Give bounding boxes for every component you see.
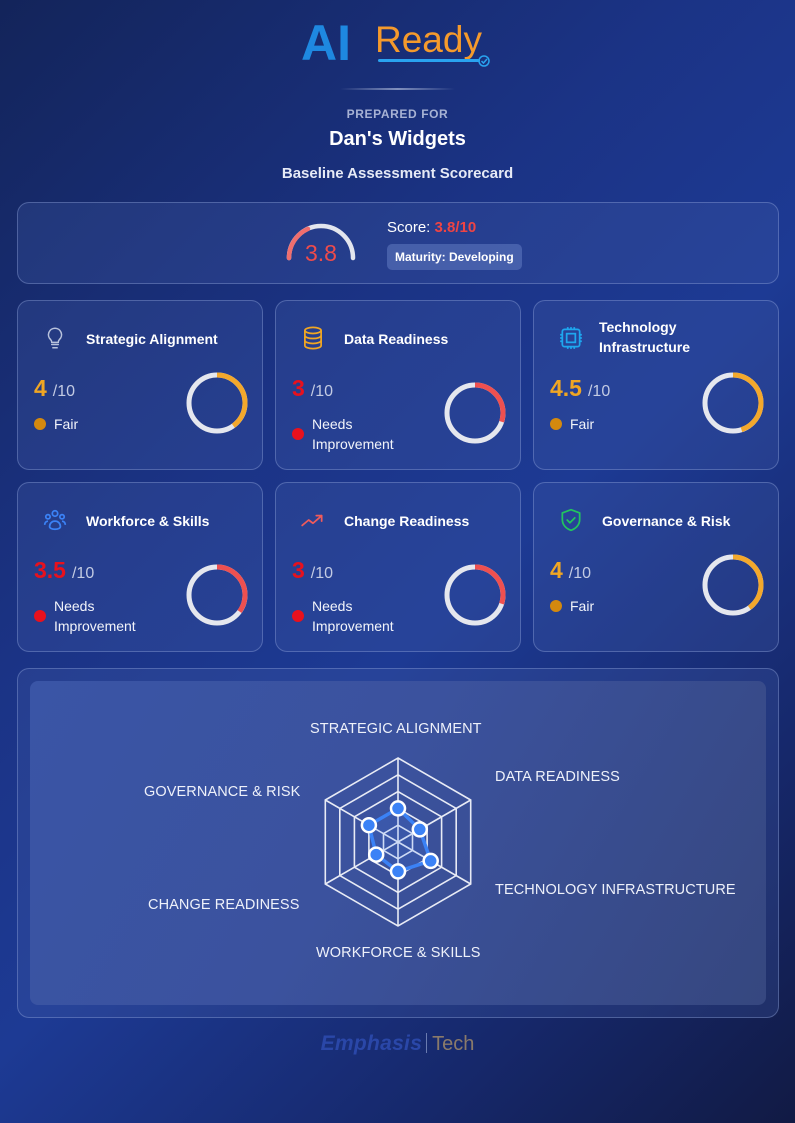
status-dot [34,610,46,622]
score-ring [186,564,248,626]
logo-ai-text: AI [301,15,351,71]
score-ring [186,372,248,434]
status-text: Fair [570,598,595,614]
card-strategic-alignment: Strategic Alignment 4/10 Fair [17,300,263,470]
card-workforce-skills: Workforce & Skills 3.5/10 Needs Improveme… [17,482,263,652]
prepared-for-label: PREPARED FOR [346,107,449,121]
status-dot [292,428,304,440]
radar-label-strategic-alignment: STRATEGIC ALIGNMENT [310,721,482,737]
footer-brand: Emphasis Tech [0,1032,795,1062]
card-score: 3.5/10 [34,557,95,583]
shield-check-icon [561,508,581,532]
overall-score-text: Score: 3.8/10 [387,219,476,236]
radar-label-workforce-skills: WORKFORCE & SKILLS [316,945,481,961]
overall-score-gauge [286,223,356,261]
card-title: Technology Infrastructure [599,319,691,355]
card-score: 4/10 [34,375,76,401]
card-score: 4.5/10 [550,375,611,401]
status-text: Needs Improvement [312,416,394,452]
radar-label-data-readiness: DATA READINESS [495,769,620,785]
chip-icon [560,327,582,349]
card-score: 4/10 [550,557,592,583]
page-subtitle: Baseline Assessment Scorecard [281,165,514,182]
card-technology-infrastructure: Technology Infrastructure 4.5/10 Fair [533,300,779,470]
status-text: Fair [54,416,79,432]
card-title: Workforce & Skills [86,513,210,529]
radar-label-technology-infrastructure: TECHNOLOGY INFRASTRUCTURE [495,882,736,898]
score-ring [702,372,764,434]
card-title: Data Readiness [344,331,449,347]
logo-ready-text: Ready [375,19,482,60]
card-score: 3/10 [292,375,334,401]
status-text: Fair [570,416,595,432]
score-ring [444,382,506,444]
maturity-badge: Maturity: Developing [387,244,522,270]
header-divider [340,88,455,90]
status-dot [550,418,562,430]
ai-ready-logo: AI Ready [0,14,795,74]
footer-separator [426,1033,428,1053]
radar-label-change-readiness: CHANGE READINESS [148,897,300,913]
radar-data-points [360,800,439,880]
client-name: Dan's Widgets [329,128,466,150]
status-dot [292,610,304,622]
trending-up-icon [301,514,323,527]
users-icon [43,509,67,531]
card-governance-risk: Governance & Risk 4/10 Fair [533,482,779,652]
status-dot [550,600,562,612]
card-title: Strategic Alignment [86,331,218,347]
database-icon [304,326,322,350]
score-label: Score: [387,219,431,236]
status-dot [34,418,46,430]
status-text: Needs Improvement [312,598,394,634]
card-data-readiness: Data Readiness 3/10 Needs Improvement [275,300,521,470]
lightbulb-icon [47,327,63,349]
overall-gauge-value: 3.8 [305,240,337,266]
radar-label-governance-risk: GOVERNANCE & RISK [144,784,301,800]
footer-brand-suffix: Tech [432,1033,475,1055]
card-title: Governance & Risk [602,513,731,529]
card-score: 3/10 [292,557,334,583]
card-change-readiness: Change Readiness 3/10 Needs Improvement [275,482,521,652]
status-text: Needs Improvement [54,598,136,634]
score-ring [444,564,506,626]
card-title: Change Readiness [344,513,470,529]
score-ring [702,554,764,616]
overall-score-panel [17,202,779,284]
footer-brand-name: Emphasis [320,1032,423,1055]
score-value: 3.8/10 [434,219,477,236]
